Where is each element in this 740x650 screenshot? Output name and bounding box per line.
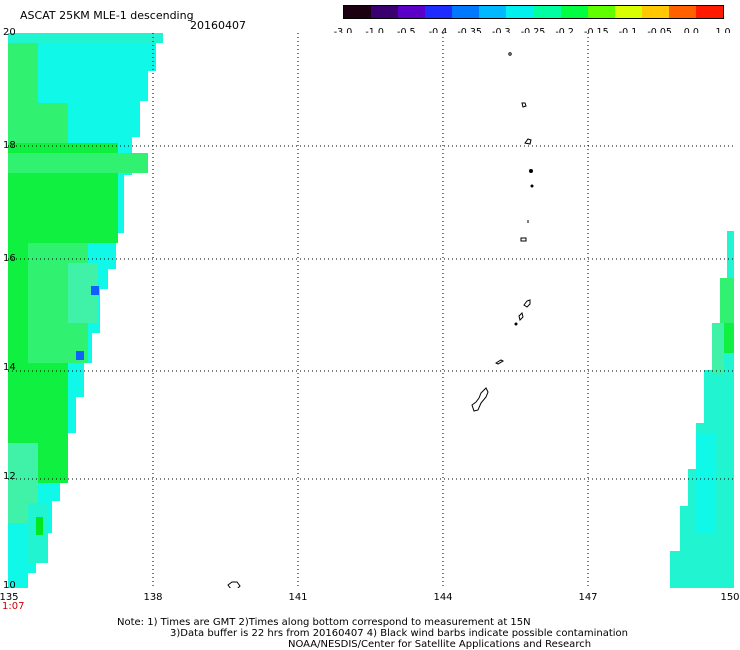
island-guam [471, 387, 489, 412]
color-scale-segment [344, 6, 372, 18]
left-swath-blue [91, 286, 99, 295]
color-scale-segment [398, 6, 426, 18]
color-scale-segment [641, 6, 669, 18]
note-line-1: Note: 1) Times are GMT 2)Times along bot… [117, 617, 531, 628]
island-farallon [508, 52, 512, 56]
color-scale-bar [343, 5, 724, 19]
left-swath-green [8, 143, 28, 443]
note-line-2: 3)Data buffer is 22 hrs from 20160407 4)… [170, 628, 628, 639]
lat-label-18: 18 [3, 140, 16, 151]
color-scale-label: -0.25 [520, 27, 546, 38]
lon-label-141: 141 [288, 592, 308, 603]
lat-label-14: 14 [3, 362, 16, 373]
color-scale-segment [614, 6, 642, 18]
lon-label-135: 135 [0, 592, 19, 603]
right-swath-mint [712, 323, 724, 373]
map-canvas [8, 33, 734, 590]
color-scale-segment [506, 6, 534, 18]
left-swath-blue [76, 351, 84, 360]
right-swath-greenish [720, 278, 734, 328]
color-scale-segment [479, 6, 507, 18]
color-scale-label: -0.5 [397, 27, 416, 38]
color-scale-label: -0.35 [457, 27, 482, 38]
lat-label-12: 12 [3, 471, 16, 482]
right-swath-green [724, 323, 734, 353]
left-swath-greenish [8, 153, 148, 173]
island-saipan-tinian [518, 299, 531, 321]
lat-label-20: 20 [3, 27, 16, 38]
color-scale-label: -0.15 [584, 27, 609, 38]
island-pagan [521, 102, 527, 108]
color-scale-segment [371, 6, 399, 18]
color-scale-label: -1.0 [365, 27, 384, 38]
left-swath-top [8, 33, 163, 43]
note-line-3: NOAA/NESDIS/Center for Satellite Applica… [288, 639, 592, 650]
color-scale-segment [587, 6, 615, 18]
product-date: 20160407 [190, 19, 246, 32]
right-swath-cyan [696, 433, 716, 533]
product-title: ASCAT 25KM MLE-1 descending [20, 9, 194, 22]
color-scale-label: -3.0 [333, 27, 353, 38]
island-guguan [530, 184, 534, 188]
lat-lon-grid [8, 33, 734, 588]
lon-label-150: 150 [720, 592, 740, 603]
island-agrihan [524, 138, 532, 145]
right-swath-row [670, 551, 734, 588]
color-scale-label: 1.0 [715, 27, 731, 38]
color-scale-label: -0.4 [428, 27, 448, 38]
island-aguijan [514, 322, 518, 326]
wind-map [8, 33, 734, 590]
lon-label-138: 138 [143, 592, 163, 603]
color-scale-segment [696, 6, 724, 18]
color-scale-label: -0.3 [492, 27, 511, 38]
swath-data [8, 33, 734, 588]
color-scale-label: 0.0 [683, 27, 699, 38]
lat-label-16: 16 [3, 253, 16, 264]
left-swath-greenish [8, 103, 68, 143]
lat-label-10: 10 [3, 580, 16, 591]
island-alamagan [529, 169, 533, 173]
color-scale-segment [668, 6, 697, 18]
color-scale-segment [533, 6, 561, 18]
lon-label-144: 144 [433, 592, 453, 603]
left-swath-row [8, 573, 28, 588]
island-anatahan [520, 237, 527, 242]
color-scale-segment [425, 6, 453, 18]
left-swath-greenish [8, 43, 38, 103]
color-scale-label: -0.2 [555, 27, 574, 38]
left-swath-bright [36, 517, 43, 535]
color-scale-label: -0.05 [647, 27, 672, 38]
color-scale-segment [560, 6, 588, 18]
color-scale-label: -0.1 [618, 27, 638, 38]
time-label: 1:07 [2, 601, 25, 612]
lon-label-147: 147 [578, 592, 598, 603]
color-scale-segment [452, 6, 480, 18]
island-rota [494, 359, 505, 365]
